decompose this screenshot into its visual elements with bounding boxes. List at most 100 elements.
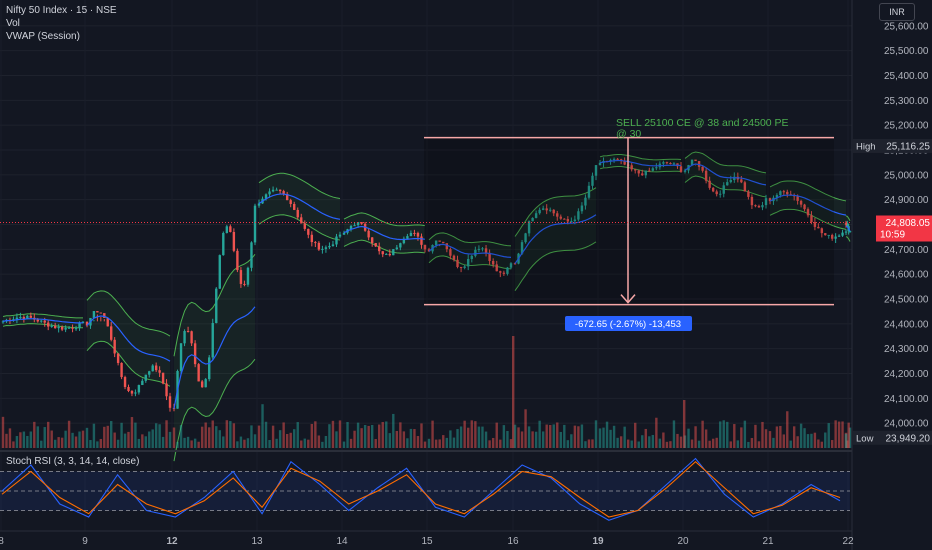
candle-body bbox=[733, 176, 736, 181]
volume-bar bbox=[837, 421, 841, 448]
volume-bar bbox=[573, 425, 577, 448]
candle-body bbox=[314, 242, 317, 244]
volume-bar bbox=[402, 431, 406, 448]
vwap-upper-band bbox=[845, 215, 851, 221]
volume-bar bbox=[477, 426, 481, 448]
volume-bar bbox=[676, 433, 679, 448]
volume-bar bbox=[740, 427, 743, 448]
stoch-k-line bbox=[1, 457, 841, 521]
candle-body bbox=[282, 191, 285, 194]
volume-bar bbox=[587, 439, 591, 448]
candle-body bbox=[67, 327, 71, 329]
candle-body bbox=[834, 236, 837, 239]
candle-body bbox=[630, 165, 633, 170]
candle-body bbox=[477, 248, 481, 250]
candle-body bbox=[708, 180, 711, 188]
volume-bar bbox=[356, 422, 360, 448]
vwap-series-line bbox=[769, 194, 847, 216]
candle-body bbox=[747, 191, 750, 197]
candle-body bbox=[662, 162, 665, 164]
y-tick-label: 25,500.00 bbox=[884, 46, 929, 57]
candle-body bbox=[704, 170, 708, 181]
candle-body bbox=[506, 267, 509, 274]
volume-bar bbox=[690, 439, 694, 448]
volume-bar bbox=[43, 427, 46, 448]
volume-bar bbox=[40, 440, 43, 448]
vwap-band-fill bbox=[87, 290, 170, 387]
volume-bar bbox=[427, 438, 431, 448]
candle-body bbox=[349, 225, 353, 230]
volume-bar bbox=[130, 417, 134, 448]
symbol-title[interactable]: Nifty 50 Index · 15 · NSE bbox=[6, 5, 117, 16]
price-axis[interactable]: 24,000.00 24,100.00 24,200.00 24,300.00 24,4… bbox=[851, 0, 932, 550]
volume-bar bbox=[658, 438, 662, 448]
volume-bar bbox=[792, 426, 796, 448]
stoch-rsi-legend[interactable]: Stoch RSI (3, 3, 14, 14, close) bbox=[6, 456, 140, 467]
candle-body bbox=[413, 232, 416, 234]
volume-bar bbox=[285, 433, 289, 448]
volume-bar bbox=[841, 421, 844, 448]
candle-body bbox=[335, 236, 338, 245]
volume-bar bbox=[577, 426, 580, 448]
volume-bar bbox=[81, 430, 85, 448]
volume-bar bbox=[736, 440, 740, 448]
candle-body bbox=[616, 158, 619, 160]
volume-bar bbox=[847, 422, 850, 448]
candle-body bbox=[239, 270, 243, 284]
volume-bar bbox=[527, 426, 531, 448]
volume-bar bbox=[701, 420, 704, 448]
volume-bar bbox=[338, 420, 342, 448]
volume-bar bbox=[232, 423, 236, 448]
candle-body bbox=[116, 353, 120, 363]
volume-bar bbox=[5, 433, 8, 448]
volume-bar bbox=[158, 424, 161, 448]
volume-bar bbox=[148, 431, 151, 448]
candle-body bbox=[268, 191, 271, 195]
candle-body bbox=[246, 267, 250, 285]
volume-bar bbox=[92, 423, 96, 448]
volume-bar bbox=[211, 420, 214, 448]
candle-body bbox=[484, 248, 488, 253]
candle-body bbox=[271, 189, 275, 192]
volume-bar bbox=[834, 420, 837, 448]
time-axis[interactable]: 8 9 12 13 14 15 16 19 20 21 22 bbox=[0, 530, 854, 547]
volume-bar bbox=[719, 421, 722, 448]
vwap-legend[interactable]: VWAP (Session) bbox=[6, 31, 80, 42]
measure-tool[interactable]: SELL 25100 CE @ 38 and 24500 PE@ 30 -672.… bbox=[424, 117, 834, 331]
currency-button[interactable]: INR bbox=[879, 3, 915, 21]
candle-body bbox=[222, 232, 225, 256]
volume-bar bbox=[779, 425, 782, 448]
candle-body bbox=[719, 193, 722, 195]
vol-legend[interactable]: Vol bbox=[6, 18, 20, 29]
high-bg bbox=[852, 138, 932, 153]
candle-body bbox=[232, 231, 236, 251]
volume-bar bbox=[459, 426, 463, 448]
volume-bar bbox=[349, 438, 353, 448]
volume-bar bbox=[761, 421, 764, 448]
candle-body bbox=[293, 203, 296, 210]
volume-bar bbox=[328, 424, 331, 448]
volume-bar bbox=[165, 420, 168, 448]
candle-body bbox=[580, 205, 584, 212]
volume-bar bbox=[293, 429, 296, 448]
volume-bar bbox=[236, 441, 239, 448]
vwap-upper-band bbox=[173, 253, 256, 357]
annotation-text-line2: @ 30 bbox=[616, 128, 641, 140]
candle-body bbox=[534, 213, 538, 218]
candle-body bbox=[47, 322, 50, 327]
vwap-series-line bbox=[2, 318, 84, 324]
candle-body bbox=[161, 372, 165, 384]
volume-bar bbox=[218, 430, 221, 448]
volume-bar bbox=[538, 420, 541, 448]
candle-body bbox=[796, 196, 799, 201]
volume-bar bbox=[243, 439, 246, 448]
candle-body bbox=[715, 191, 718, 195]
volume-bar bbox=[183, 437, 186, 448]
candle-body bbox=[141, 380, 144, 386]
candle-body bbox=[830, 234, 834, 239]
candle-body bbox=[85, 321, 89, 326]
vwap-lower-band bbox=[258, 214, 341, 241]
volume-bar bbox=[803, 428, 806, 448]
candle-body bbox=[694, 159, 697, 162]
